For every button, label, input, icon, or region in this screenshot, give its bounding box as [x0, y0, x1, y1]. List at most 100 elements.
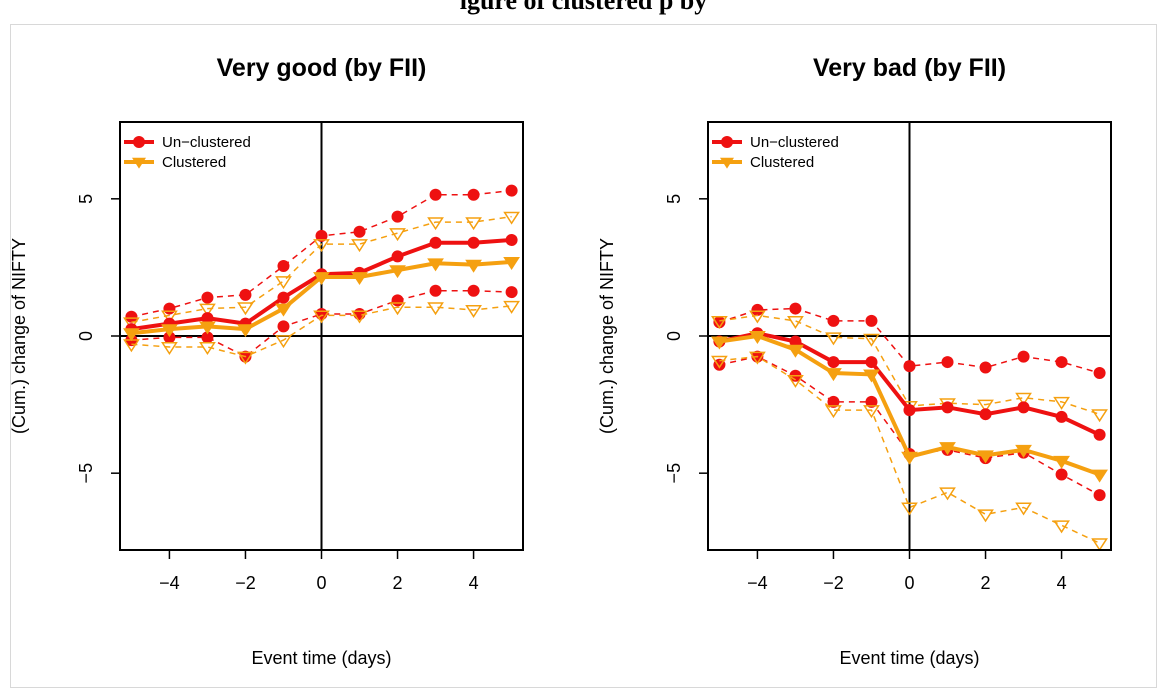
data-point: [1093, 428, 1106, 441]
legend-swatch-marker: [721, 136, 733, 148]
data-point: [979, 361, 992, 374]
data-point: [977, 450, 994, 464]
data-point: [749, 310, 766, 324]
legend-entry-unclustered: Un−clustered: [750, 134, 839, 151]
y-tick-label: 5: [664, 194, 684, 204]
x-axis-label: Event time (days): [251, 648, 391, 668]
data-point: [315, 308, 328, 321]
series-unclustered-mean: [713, 327, 1106, 441]
data-point: [1015, 444, 1032, 458]
data-point: [1091, 538, 1108, 552]
series-line: [131, 215, 512, 324]
data-point: [429, 236, 442, 249]
y-tick-label: 0: [76, 331, 96, 341]
chart-title: Very good (by FII): [217, 54, 427, 82]
x-tick-label: 2: [393, 573, 403, 593]
x-tick-label: 0: [904, 573, 914, 593]
legend: Un−clustered Clustered: [712, 134, 839, 171]
data-point: [903, 404, 916, 417]
data-point: [1053, 396, 1070, 410]
data-point: [1015, 502, 1032, 516]
data-point: [237, 324, 254, 338]
data-point: [277, 260, 290, 273]
data-point: [275, 335, 292, 349]
data-point: [977, 509, 994, 523]
y-tick-label: −5: [664, 463, 684, 484]
chart-panel-2: Very bad (by FII) Event time (days) (Cum.)…: [597, 54, 1112, 668]
data-point: [903, 360, 916, 373]
data-point: [979, 408, 992, 421]
data-point: [505, 286, 518, 299]
data-point: [825, 332, 842, 346]
data-point: [503, 256, 520, 270]
data-point: [711, 336, 728, 350]
data-point: [351, 272, 368, 286]
plot-border: [119, 121, 524, 551]
series-line: [719, 355, 1100, 544]
x-tick-label: 2: [981, 573, 991, 593]
x-tick-label: 4: [469, 573, 479, 593]
data-point: [789, 302, 802, 315]
data-point: [391, 294, 404, 307]
y-axis-label: (Cum.) change of NIFTY: [9, 238, 29, 434]
data-point: [161, 324, 178, 338]
x-tick-label: 0: [316, 573, 326, 593]
data-point: [351, 239, 368, 253]
data-point: [939, 487, 956, 501]
data-point: [389, 265, 406, 279]
data-point: [427, 258, 444, 272]
data-point: [391, 250, 404, 263]
data-point: [201, 312, 214, 325]
x-tick-label: −4: [747, 573, 768, 593]
data-point: [751, 303, 764, 316]
data-point: [939, 442, 956, 456]
data-point: [787, 315, 804, 329]
data-point: [827, 395, 840, 408]
x-axis-label: Event time (days): [839, 648, 979, 668]
data-point: [749, 331, 766, 345]
legend-entry-clustered: Clustered: [750, 154, 814, 171]
data-point: [825, 405, 842, 419]
data-point: [749, 351, 766, 365]
chart-title: Very bad (by FII): [813, 54, 1006, 82]
series-band-lower: [123, 300, 520, 365]
x-tick-label: −2: [235, 573, 256, 593]
data-point: [277, 291, 290, 304]
data-point: [865, 356, 878, 369]
series-line: [131, 305, 512, 358]
data-point: [467, 236, 480, 249]
data-point: [787, 344, 804, 358]
data-point: [1015, 392, 1032, 406]
data-point: [825, 368, 842, 382]
data-point: [503, 211, 520, 225]
data-point: [389, 302, 406, 316]
data-point: [789, 335, 802, 348]
data-point: [505, 184, 518, 197]
data-point: [161, 310, 178, 324]
data-point: [275, 276, 292, 290]
data-point: [1053, 520, 1070, 534]
data-point: [863, 333, 880, 347]
data-point: [787, 374, 804, 388]
data-point: [123, 328, 140, 342]
series-band-upper: [125, 184, 518, 323]
data-point: [503, 300, 520, 314]
data-point: [239, 288, 252, 301]
data-point: [467, 188, 480, 201]
data-point: [1091, 469, 1108, 483]
data-point: [1055, 356, 1068, 369]
data-point: [427, 302, 444, 316]
legend-entry-unclustered: Un−clustered: [162, 134, 251, 151]
x-tick-label: −4: [159, 573, 180, 593]
data-point: [1091, 409, 1108, 423]
data-point: [163, 331, 176, 344]
clipped-figure-caption: igure of clustered p by: [459, 0, 708, 15]
data-point: [1093, 367, 1106, 380]
data-point: [863, 369, 880, 383]
data-point: [1017, 401, 1030, 414]
figure-frame: [10, 24, 1157, 688]
series-band-upper: [123, 211, 520, 331]
data-point: [391, 210, 404, 223]
data-point: [465, 217, 482, 231]
data-point: [353, 225, 366, 238]
